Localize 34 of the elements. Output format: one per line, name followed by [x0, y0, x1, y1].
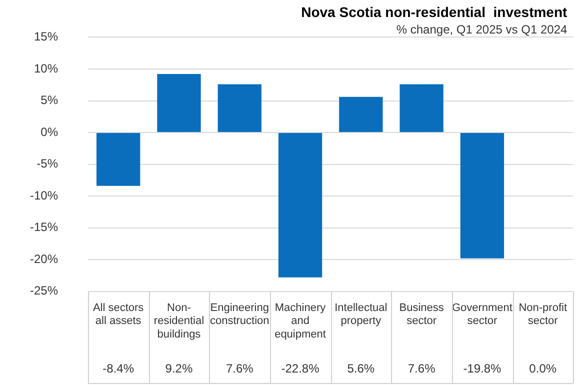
chart-subtitle: % change, Q1 2025 vs Q1 2024: [396, 22, 568, 36]
bar: [218, 84, 262, 132]
chart-title: Nova Scotia non-residential investment: [301, 4, 568, 20]
y-tick-label: 10%: [34, 61, 58, 76]
data-label: 0.0%: [529, 361, 557, 376]
y-tick-label: -20%: [30, 252, 58, 266]
x-tick-label: Government sector: [452, 302, 512, 328]
bar: [400, 84, 444, 132]
data-label: 9.2%: [165, 361, 193, 376]
data-label: -19.8%: [463, 361, 502, 376]
data-label: 5.6%: [347, 361, 375, 376]
x-tick-label: All sectors all assets: [92, 302, 144, 328]
x-tick-label: Intellectual property: [334, 302, 388, 328]
bar: [339, 96, 383, 132]
x-tick-label: Machinery and equipment: [274, 302, 326, 340]
x-tick-label: Business sector: [399, 302, 444, 328]
x-tick-label: Non-profit sector: [518, 302, 567, 328]
data-label: -8.4%: [102, 361, 134, 376]
bar: [460, 133, 504, 258]
data-label: 7.6%: [408, 361, 436, 376]
y-tick-label: -10%: [30, 188, 58, 202]
x-tick-label: Engineering construction: [210, 302, 270, 328]
y-tick-label: 0%: [40, 124, 58, 139]
data-label: -22.8%: [281, 361, 320, 376]
y-tick-label: 15%: [34, 30, 58, 44]
bar: [96, 133, 140, 186]
y-tick-label: -15%: [30, 220, 58, 234]
y-tick-label: -5%: [36, 156, 58, 171]
y-tick-label: 5%: [40, 93, 58, 108]
data-label: 7.6%: [226, 361, 254, 376]
y-tick-label: -25%: [30, 284, 58, 298]
x-tick-label: Non-residential buildings: [154, 302, 204, 340]
bar: [157, 74, 201, 132]
bar: [278, 133, 322, 278]
